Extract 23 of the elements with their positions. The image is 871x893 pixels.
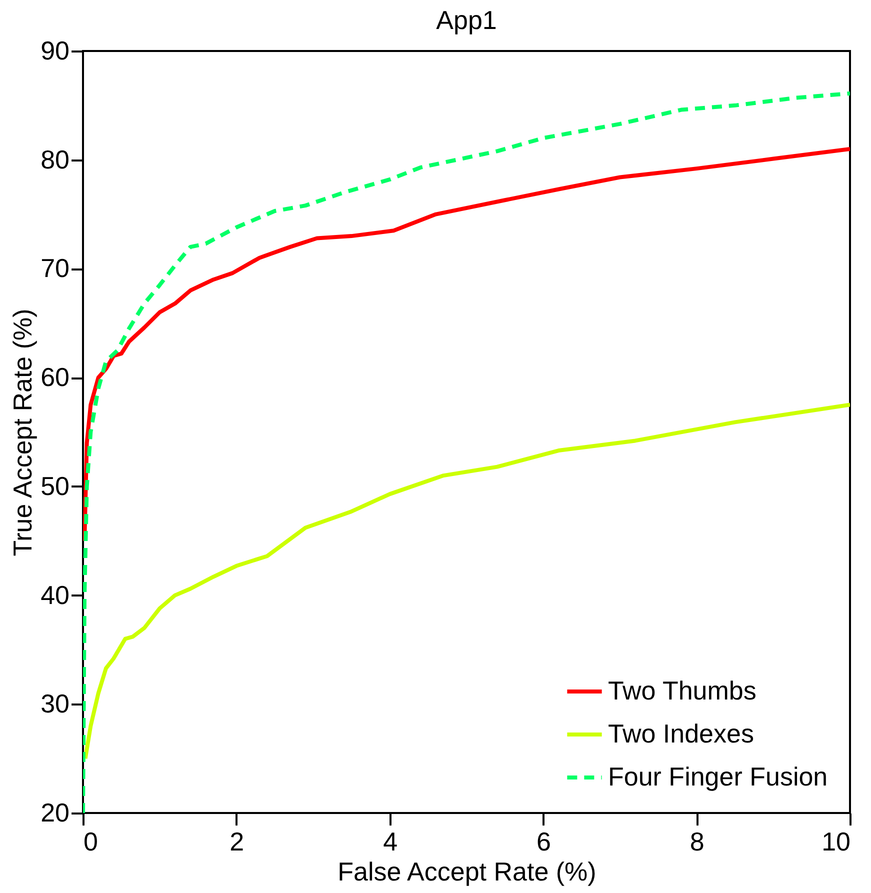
y-axis-title: True Accept Rate (%)	[8, 308, 38, 556]
x-tick-label: 0	[84, 826, 98, 856]
y-tick-label: 20	[40, 798, 70, 828]
x-axis-title: False Accept Rate (%)	[338, 856, 596, 886]
y-tick-label: 90	[40, 36, 70, 66]
x-tick-label: 4	[383, 826, 398, 856]
line-series	[83, 402, 850, 761]
y-tick-label: 60	[40, 362, 70, 392]
y-tick-label: 40	[40, 580, 70, 610]
line-series	[83, 146, 850, 543]
legend-label: Two Indexes	[608, 718, 754, 748]
x-tick-label: 6	[536, 826, 551, 856]
x-tick-label: 10	[822, 826, 850, 856]
legend-label: Four Finger Fusion	[608, 762, 828, 792]
x-tick-label: 2	[230, 826, 244, 856]
chart-title: App1	[436, 5, 497, 35]
y-tick-label: 50	[40, 470, 70, 501]
line-series	[83, 91, 850, 813]
x-tick-label: 8	[690, 826, 704, 856]
y-tick-label: 30	[40, 688, 70, 719]
y-tick-label: 70	[40, 253, 70, 284]
legend-label: Two Thumbs	[608, 676, 756, 706]
y-tick-label: 80	[40, 144, 70, 174]
